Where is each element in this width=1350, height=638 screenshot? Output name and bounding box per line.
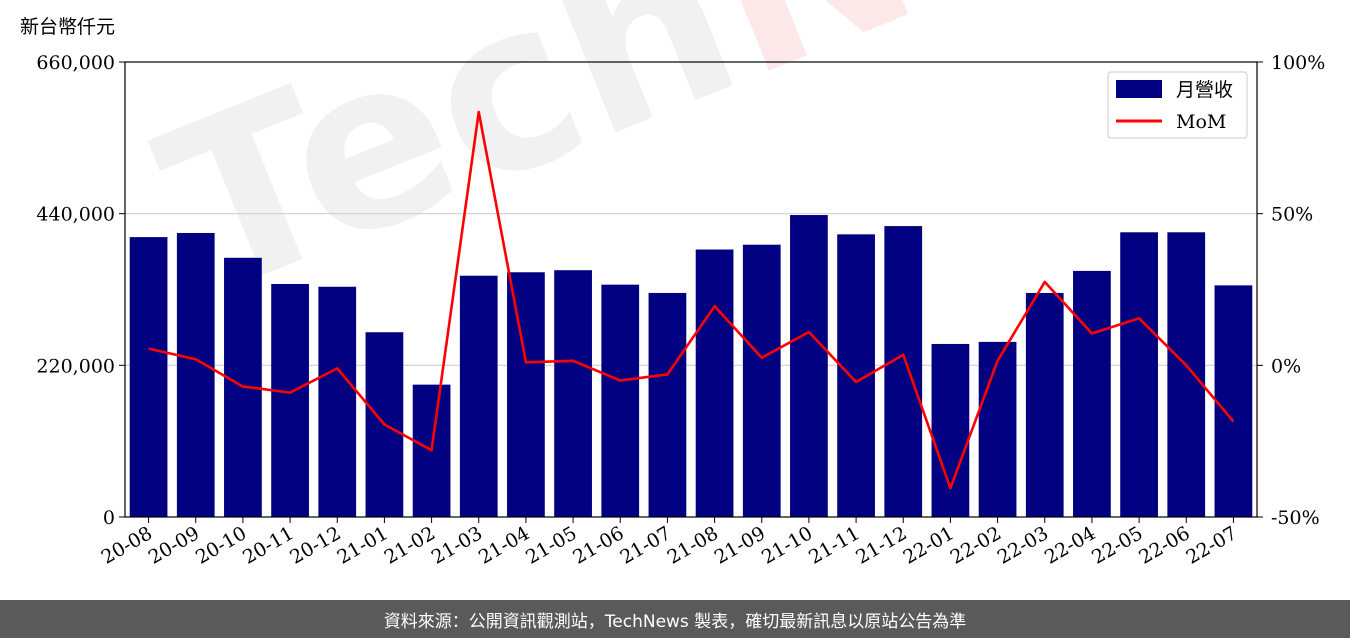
x-tick-label: 21-02: [381, 522, 439, 568]
revenue-bar: [742, 244, 781, 517]
x-tick-label: 22-01: [899, 522, 957, 568]
legend-line-label: MoM: [1176, 111, 1226, 133]
revenue-bar: [978, 341, 1017, 517]
right-tick-label: -50%: [1271, 507, 1320, 529]
source-footer: 資料來源：公開資訊觀測站，TechNews 製表，確切最新訊息以原站公告為準: [0, 600, 1350, 638]
x-tick-label: 22-06: [1135, 522, 1193, 568]
x-tick-label: 22-07: [1182, 522, 1240, 568]
left-axis: 0 220,000 440,000 660,000: [36, 52, 125, 529]
revenue-bar: [884, 226, 923, 518]
mom-line-series: [148, 110, 1235, 490]
plot-frame: [124, 61, 1258, 518]
mom-line: [148, 110, 1235, 490]
x-tick-label: 22-05: [1088, 522, 1146, 568]
x-tick-label: 21-08: [664, 522, 722, 568]
revenue-bar: [554, 270, 592, 517]
revenue-bar: [695, 249, 734, 518]
x-tick-label: 21-01: [333, 522, 391, 568]
revenue-bar: [318, 286, 357, 517]
left-tick-label: 0: [103, 507, 115, 529]
revenue-bar: [1073, 270, 1111, 517]
x-tick-label: 21-06: [569, 522, 627, 568]
x-tick-label: 21-09: [711, 522, 769, 568]
revenue-bar: [176, 232, 215, 517]
x-tick-label: 22-02: [947, 522, 1005, 568]
legend-bar-swatch: [1116, 80, 1162, 98]
revenue-bar: [1167, 232, 1206, 517]
x-tick-label: 22-04: [1041, 522, 1099, 568]
x-tick-label: 21-04: [475, 522, 533, 568]
x-tick-label: 20-11: [239, 522, 297, 568]
right-axis: -50% 0% 50% 100%: [1257, 52, 1325, 529]
revenue-bar: [601, 284, 640, 517]
x-tick-label: 20-10: [192, 522, 250, 568]
x-tick-label: 21-11: [805, 522, 863, 568]
x-tick-label: 21-07: [616, 522, 674, 568]
legend-bar-label: 月營收: [1176, 79, 1233, 101]
unit-label: 新台幣仟元: [20, 16, 115, 38]
grid-lines: [125, 213, 1257, 366]
revenue-bar: [790, 215, 828, 517]
revenue-bar: [271, 283, 309, 517]
revenue-bar: [1025, 292, 1064, 517]
revenue-bar: [931, 343, 970, 517]
x-axis: 20-0820-0920-1020-1120-1221-0121-0221-03…: [98, 517, 1241, 569]
right-tick-label: 50%: [1271, 204, 1313, 226]
x-tick-label: 21-10: [758, 522, 816, 568]
right-tick-label: 100%: [1271, 52, 1325, 74]
revenue-bar: [129, 237, 168, 517]
x-tick-label: 22-03: [994, 522, 1052, 568]
revenue-chart: 0 220,000 440,000 660,000 -50% 0% 50% 100% 20-…: [20, 16, 1325, 569]
revenue-bar: [1120, 232, 1158, 517]
left-tick-label: 660,000: [36, 52, 115, 74]
x-tick-label: 21-12: [852, 522, 910, 568]
legend: 月營收 MoM: [1107, 71, 1248, 139]
x-tick-label: 20-09: [145, 522, 203, 568]
left-tick-label: 440,000: [36, 204, 115, 226]
left-tick-label: 220,000: [36, 355, 115, 377]
revenue-bar: [1214, 285, 1253, 517]
revenue-bar: [648, 292, 687, 517]
x-tick-label: 20-12: [286, 522, 344, 568]
revenue-bar: [459, 275, 498, 517]
x-tick-label: 20-08: [98, 522, 156, 568]
right-tick-label: 0%: [1271, 355, 1301, 377]
bar-series: [129, 215, 1253, 518]
x-tick-label: 21-05: [522, 522, 580, 568]
revenue-bar: [507, 272, 545, 517]
x-tick-label: 21-03: [428, 522, 486, 568]
